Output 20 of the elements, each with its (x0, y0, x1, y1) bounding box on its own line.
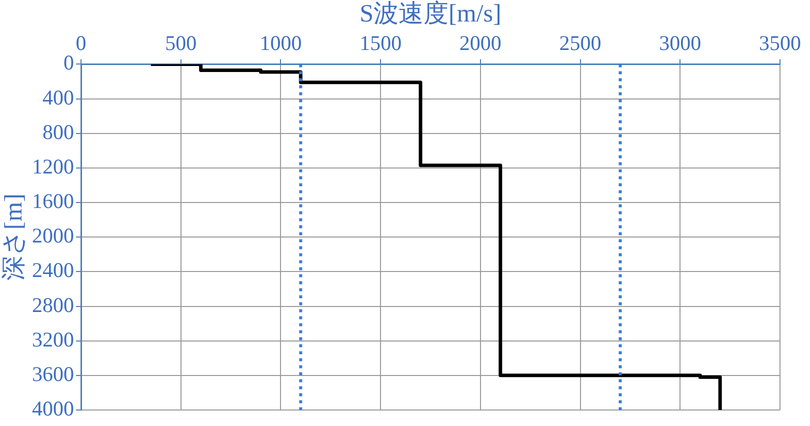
x-tick-label: 3500 (759, 31, 801, 56)
x-tick-label: 2000 (459, 31, 502, 56)
y-tick-label: 800 (42, 120, 74, 144)
y-tick-label: 0 (64, 50, 74, 75)
y-tick-label: 2400 (32, 258, 74, 282)
y-tick-label: 3200 (32, 327, 74, 352)
y-axis-title: 深さ[m] (0, 194, 28, 281)
x-tick-label: 500 (165, 31, 197, 56)
y-tick-label: 4000 (32, 396, 74, 421)
x-tick-label: 1500 (360, 31, 402, 56)
y-tick-label: 400 (42, 85, 74, 110)
y-tick-label: 1600 (32, 189, 74, 214)
x-tick-label: 1000 (260, 31, 302, 56)
y-tick-label: 3600 (32, 362, 74, 386)
y-tick-label: 2800 (32, 292, 74, 317)
y-tick-label: 1200 (32, 154, 74, 178)
x-tick-label: 3000 (659, 31, 702, 56)
x-axis-title: S波速度[m/s] (360, 0, 502, 28)
x-tick-label: 2500 (559, 31, 602, 56)
y-tick-label: 2000 (32, 224, 74, 248)
